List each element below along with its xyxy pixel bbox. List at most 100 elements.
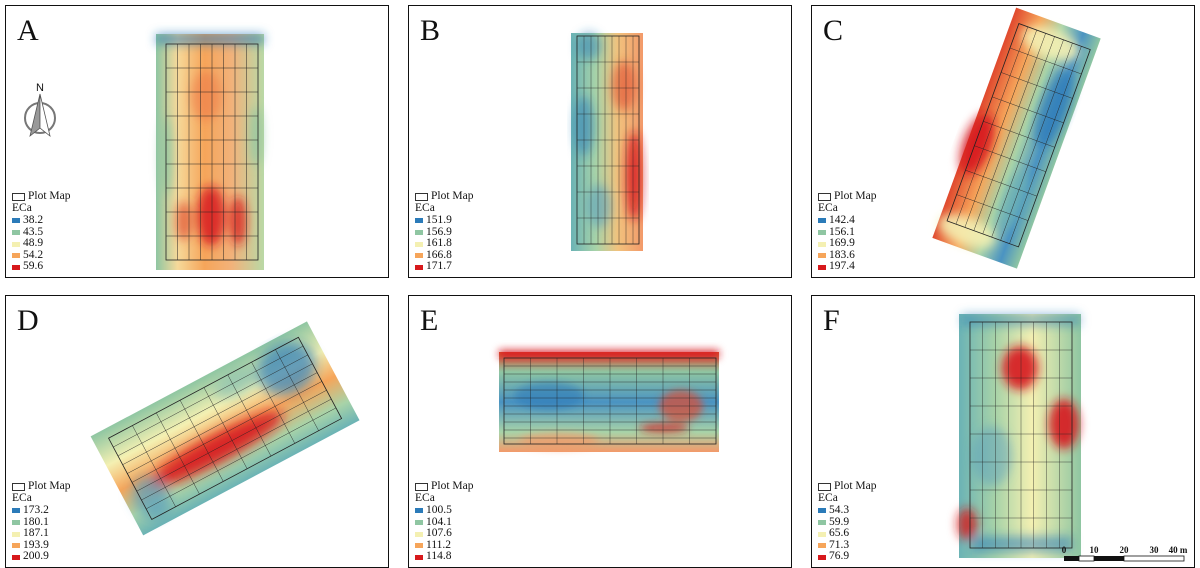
legend-class-label: 173.2: [23, 504, 49, 517]
legend-class: 156.9: [415, 226, 474, 239]
legend-swatch-icon: [818, 241, 826, 247]
north-arrow-icon: N: [24, 82, 56, 138]
legend-class-label: 38.2: [23, 214, 44, 227]
legend-class-label: 65.6: [829, 527, 850, 540]
scale-segment: [1123, 555, 1185, 562]
legend-swatch-icon: [12, 554, 20, 560]
field-surface: [90, 321, 360, 536]
legend-class-label: 200.9: [23, 550, 49, 563]
legend: Plot Map ECa 151.9 156.9 161.8 166.8 171.7: [415, 189, 474, 273]
legend-class: 107.6: [415, 528, 474, 540]
legend-class-label: 71.3: [829, 538, 850, 551]
legend-class-label: 111.2: [426, 538, 452, 551]
legend-class: 104.1: [415, 516, 474, 529]
scale-tick-label: 30: [1150, 545, 1160, 555]
legend-plot-map: Plot Map: [818, 480, 877, 493]
legend-swatch-icon: [415, 531, 423, 537]
legend-class-label: 171.7: [426, 260, 452, 273]
legend-swatch-icon: [12, 264, 20, 270]
scale-segment: [1064, 556, 1079, 561]
legend-swatch-icon: [12, 253, 20, 259]
plot-grid: [576, 35, 640, 245]
legend-class-label: 54.3: [829, 504, 850, 517]
legend-class: 65.6: [818, 528, 877, 540]
legend-class-label: 151.9: [426, 214, 452, 227]
legend-swatch-icon: [12, 531, 20, 537]
legend-swatch-icon: [12, 543, 20, 549]
legend-class-label: 169.9: [829, 237, 855, 250]
scale-segment: [1094, 556, 1124, 561]
legend-class-label: 76.9: [829, 550, 850, 563]
legend-title: ECa: [415, 492, 435, 505]
panel-letter: A: [17, 14, 39, 47]
legend-class: 111.2: [415, 538, 474, 552]
legend-plot-map: Plot Map: [818, 190, 877, 203]
legend-class-label: 107.6: [426, 527, 452, 540]
scale-tick-label: 40 m: [1169, 545, 1188, 555]
eca-map-a: [156, 34, 264, 270]
legend-swatch-icon: [818, 229, 826, 235]
legend-class-label: 100.5: [426, 504, 452, 517]
map-panel-f: F Plot Map ECa 54.3 59.9 65.6 71.3 76.9: [811, 295, 1195, 568]
legend-swatch-icon: [818, 508, 826, 514]
plot-grid: [969, 321, 1073, 549]
map-panel-b: B Plot Map ECa 151.9 156.9 161.8 166.8 171.7: [408, 5, 792, 278]
legend-swatch-icon: [818, 519, 826, 525]
legend-swatch-icon: [415, 508, 423, 514]
legend-swatch-icon: [12, 508, 20, 514]
north-arrow-label: N: [36, 82, 44, 94]
legend-class-label: 48.9: [23, 237, 44, 250]
legend-class-label: 183.6: [829, 248, 855, 261]
legend-swatch-icon: [818, 543, 826, 549]
legend: Plot Map ECa 54.3 59.9 65.6 71.3 76.9: [818, 480, 877, 563]
scale-tick-label: 20: [1120, 545, 1130, 555]
legend-class: 71.3: [818, 538, 877, 552]
plot-map-swatch-icon: [12, 482, 25, 491]
map-panel-e: E Plot Map ECa 100.5 104.1 107.6 111.2 114.8: [408, 295, 792, 568]
legend-swatch-icon: [12, 519, 20, 525]
legend-class: 54.2: [12, 249, 71, 262]
panel-letter: D: [17, 304, 39, 337]
legend-class-label: 193.9: [23, 538, 49, 551]
map-panel-c: C Plot Map ECa 142.4 156.1 169.9 183.6 197.4: [811, 5, 1195, 278]
legend-class-label: 161.8: [426, 237, 452, 250]
plot-map-swatch-icon: [818, 482, 831, 491]
legend-class-label: 180.1: [23, 515, 49, 528]
legend-class: 200.9: [12, 551, 71, 563]
legend-class-label: 59.6: [23, 260, 44, 273]
plot-grid: [165, 43, 259, 261]
legend: Plot Map ECa 173.2 180.1 187.1 193.9 200.9: [12, 480, 71, 563]
legend-class: 43.5: [12, 226, 71, 239]
panel-letter: F: [823, 304, 840, 337]
legend-plot-map-label: Plot Map: [431, 189, 474, 202]
legend-class: 183.6: [818, 248, 877, 262]
legend-class: 166.8: [415, 249, 474, 262]
legend-class: 114.8: [415, 551, 474, 563]
legend-swatch-icon: [415, 543, 423, 549]
legend-class: 151.9: [415, 214, 474, 227]
legend-swatch-icon: [12, 218, 20, 224]
legend-class: 59.6: [12, 261, 71, 273]
panel-letter: B: [420, 14, 441, 47]
legend-class-label: 156.1: [829, 225, 855, 238]
legend-swatch-icon: [12, 229, 20, 235]
legend-class-label: 59.9: [829, 515, 850, 528]
eca-hotspots: [574, 32, 642, 228]
field-surface: [932, 7, 1101, 269]
legend-class: 180.1: [12, 515, 71, 529]
plot-map-swatch-icon: [415, 192, 428, 201]
legend-class: 142.4: [818, 214, 877, 227]
legend-swatch-icon: [415, 253, 423, 259]
legend: Plot Map ECa 38.2 43.5 48.9 54.2 59.6: [12, 190, 71, 273]
plot-grid: [503, 357, 717, 445]
legend-plot-map: Plot Map: [415, 479, 474, 493]
legend-class: 156.1: [818, 225, 877, 239]
legend-plot-map-label: Plot Map: [431, 479, 474, 492]
legend-title: ECa: [415, 202, 435, 215]
legend-class: 187.1: [12, 528, 71, 540]
legend-class: 100.5: [415, 504, 474, 517]
legend-swatch-icon: [415, 264, 423, 270]
legend-class: 173.2: [12, 504, 71, 517]
map-panel-a: A N Plot Map ECa 38.2 43.5 48.9 54.2 59.6: [5, 5, 389, 278]
panel-letter: C: [823, 14, 844, 47]
